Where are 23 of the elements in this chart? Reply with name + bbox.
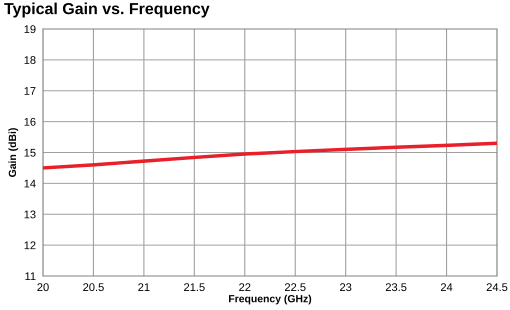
x-tick-label: 20 — [37, 283, 49, 292]
y-tick-label: 12 — [24, 241, 36, 250]
y-tick-label: 14 — [24, 180, 36, 188]
x-tick-label: 24 — [440, 283, 452, 291]
x-tick-label: 23.5 — [386, 283, 406, 292]
x-axis-title: Frequency (GHz) — [229, 294, 312, 304]
y-tick-label: 18 — [24, 56, 36, 64]
y-tick-label: 17 — [24, 87, 36, 95]
y-tick-label: 16 — [24, 118, 36, 126]
y-tick-label: 13 — [24, 210, 36, 218]
chart-title: Typical Gain vs. Frequency — [4, 2, 210, 18]
y-tick-label: 15 — [24, 148, 36, 157]
x-tick-label: 21.5 — [184, 283, 205, 292]
x-tick-label: 21 — [138, 283, 150, 291]
y-tick-label: 19 — [24, 25, 36, 34]
x-tick-label: 22 — [239, 283, 250, 291]
line-series — [43, 142, 497, 170]
y-tick-label: 11 — [25, 272, 36, 280]
x-tick-label: 20.5 — [83, 283, 104, 292]
x-tick-label: 22.5 — [284, 283, 306, 292]
x-tick-label: 24.5 — [486, 283, 508, 292]
y-axis-title: Gain (dBi) — [8, 128, 18, 177]
x-tick-label: 23 — [340, 283, 352, 292]
